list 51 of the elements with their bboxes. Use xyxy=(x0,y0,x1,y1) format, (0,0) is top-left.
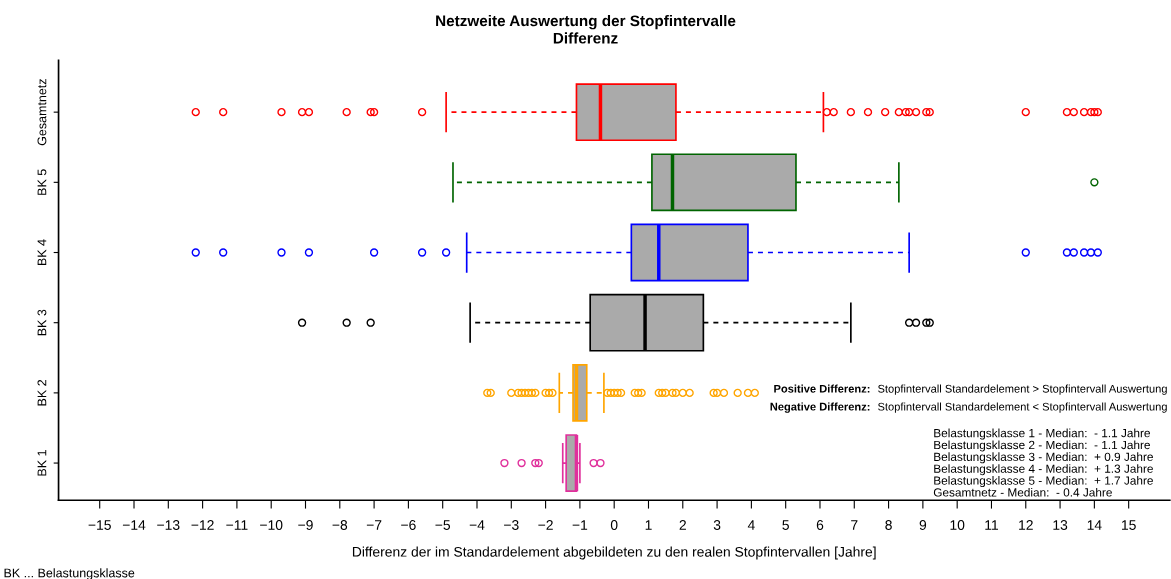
x-tick-label: 11 xyxy=(985,520,999,530)
x-tick-label: −7 xyxy=(366,520,382,530)
annotation: Belastungsklasse 3 - Median: + 0.9 Jahre xyxy=(934,452,1153,464)
chart-title: Netzweite Auswertung der Stopfintervalle xyxy=(436,14,736,30)
x-tick-label: 3 xyxy=(713,520,721,530)
chart-subtitle: Differenz xyxy=(553,32,618,44)
x-tick-label: 0 xyxy=(610,520,618,530)
y-tick-label: Gesamtnetz xyxy=(37,79,47,146)
x-tick-label: −3 xyxy=(504,520,519,530)
x-tick-label: −2 xyxy=(538,520,553,530)
x-tick-label: 8 xyxy=(885,520,892,530)
x-tick-label: −10 xyxy=(260,520,283,530)
x-tick-label: −1 xyxy=(572,520,588,530)
annotation: Belastungsklasse 1 - Median: - 1.1 Jahre xyxy=(934,428,1150,440)
annotation: Gesamtnetz - Median: - 0.4 Jahre xyxy=(933,487,1112,497)
x-tick-label: −9 xyxy=(298,520,313,530)
y-tick-label: BK 1 xyxy=(37,450,47,476)
x-tick-label: −15 xyxy=(88,520,111,530)
y-tick-label: BK 3 xyxy=(37,309,47,336)
annotation: Positive Differenz: xyxy=(774,384,870,393)
annotation: Stopfintervall Standardelement > Stopfintervall Auswertung xyxy=(878,384,1167,395)
y-tick-label: BK 2 xyxy=(37,379,47,406)
x-tick-label: −5 xyxy=(435,520,451,530)
x-tick-label: 9 xyxy=(919,520,927,530)
x-tick-label: 7 xyxy=(851,520,858,530)
y-tick-label: BK 5 xyxy=(37,169,47,195)
x-tick-label: 12 xyxy=(1019,520,1033,530)
x-tick-label: 14 xyxy=(1087,520,1102,530)
x-tick-label: −11 xyxy=(226,520,248,530)
annotation: Belastungsklasse 2 - Median: - 1.1 Jahre xyxy=(934,440,1150,452)
x-tick-label: −13 xyxy=(157,520,180,530)
y-tick-label: BK 4 xyxy=(37,239,47,266)
x-tick-label: 2 xyxy=(679,520,686,530)
annotation: Belastungsklasse 4 - Median: + 1.3 Jahre xyxy=(934,464,1153,476)
x-tick-label: −14 xyxy=(122,520,146,530)
x-tick-label: 10 xyxy=(950,520,965,530)
x-tick-label: −6 xyxy=(401,520,416,530)
annotation: Negative Differenz: xyxy=(770,402,870,413)
x-tick-label: 4 xyxy=(747,520,755,530)
annotation: Belastungsklasse 5 - Median: + 1.7 Jahre xyxy=(934,476,1153,488)
x-tick-label: 13 xyxy=(1053,520,1068,530)
x-tick-label: 15 xyxy=(1122,520,1136,530)
x-tick-label: −8 xyxy=(332,520,348,530)
x-tick-label: −4 xyxy=(469,520,485,530)
x-tick-label: −12 xyxy=(191,520,214,530)
annotation: Stopfintervall Standardelement < Stopfintervall Auswertung xyxy=(878,402,1167,413)
x-tick-label: 6 xyxy=(816,520,824,530)
x-axis-title: Differenz der im Standardelement abgebildeten zu den realen Stopfintervallen [Jahre] xyxy=(352,546,876,560)
text: BK ... Belastungsklasse xyxy=(4,568,135,579)
x-tick-label: 5 xyxy=(782,520,789,530)
x-tick-label: 1 xyxy=(645,520,652,530)
